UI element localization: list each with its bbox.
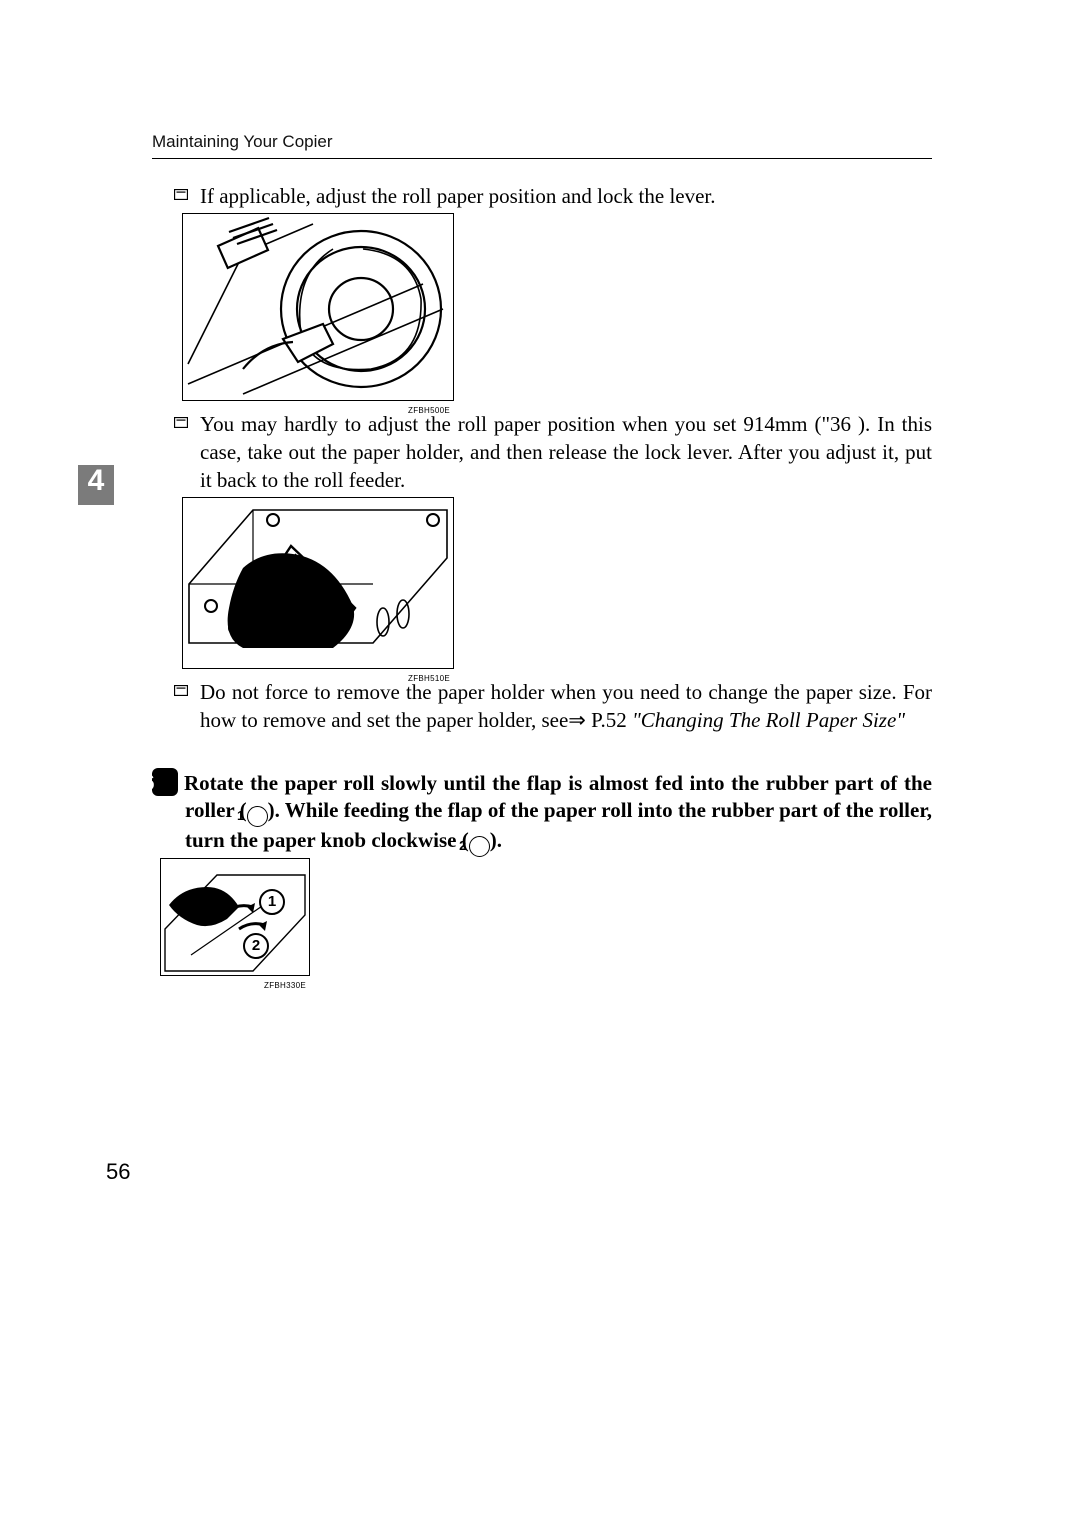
bullet-item: You may hardly to adjust the roll paper …	[152, 410, 932, 494]
callout-circle: 2	[243, 933, 269, 959]
bullet-item: Do not force to remove the paper holder …	[152, 678, 932, 734]
step-text: ).	[490, 828, 502, 852]
header-rule	[152, 158, 932, 159]
xref-title: "Changing The Roll Paper Size"	[632, 708, 905, 732]
bullet-text: If applicable, adjust the roll paper pos…	[200, 182, 716, 210]
bullet-text: You may hardly to adjust the roll paper …	[200, 410, 932, 494]
roll-holder-drawing	[183, 214, 453, 400]
bullet-item: If applicable, adjust the roll paper pos…	[152, 182, 932, 210]
figure-illustration	[182, 497, 454, 669]
manual-page: Maintaining Your Copier 4 If applicable,…	[0, 0, 1080, 1525]
circled-ref-icon: 2	[469, 836, 490, 857]
bullet-icon	[174, 685, 188, 696]
figure-code: ZFBH330E	[264, 981, 306, 990]
hand-lever-drawing	[183, 498, 453, 668]
paper-knob-drawing	[161, 859, 309, 975]
step-text: ). While feeding the flap of the paper r…	[185, 798, 932, 852]
bullet-text: Do not force to remove the paper holder …	[200, 678, 932, 734]
bullet-icon	[174, 417, 188, 428]
figure-block: 1 2 ZFBH330E	[152, 858, 932, 976]
step-number-badge: 6	[152, 768, 178, 796]
bullet-icon	[174, 189, 188, 200]
figure-block: ZFBH510E	[152, 497, 932, 669]
circled-ref-icon: 1	[247, 806, 268, 827]
figure-block: ZFBH500E	[152, 213, 932, 401]
running-header: Maintaining Your Copier	[152, 132, 932, 152]
step-number: 6	[152, 769, 178, 796]
page-number: 56	[106, 1159, 130, 1185]
callout-circle: 1	[259, 889, 285, 915]
step-block: 6Rotate the paper roll slowly until the …	[152, 768, 932, 857]
figure-illustration: 1 2	[160, 858, 310, 976]
figure-illustration	[182, 213, 454, 401]
chapter-tab-number: 4	[78, 464, 114, 498]
